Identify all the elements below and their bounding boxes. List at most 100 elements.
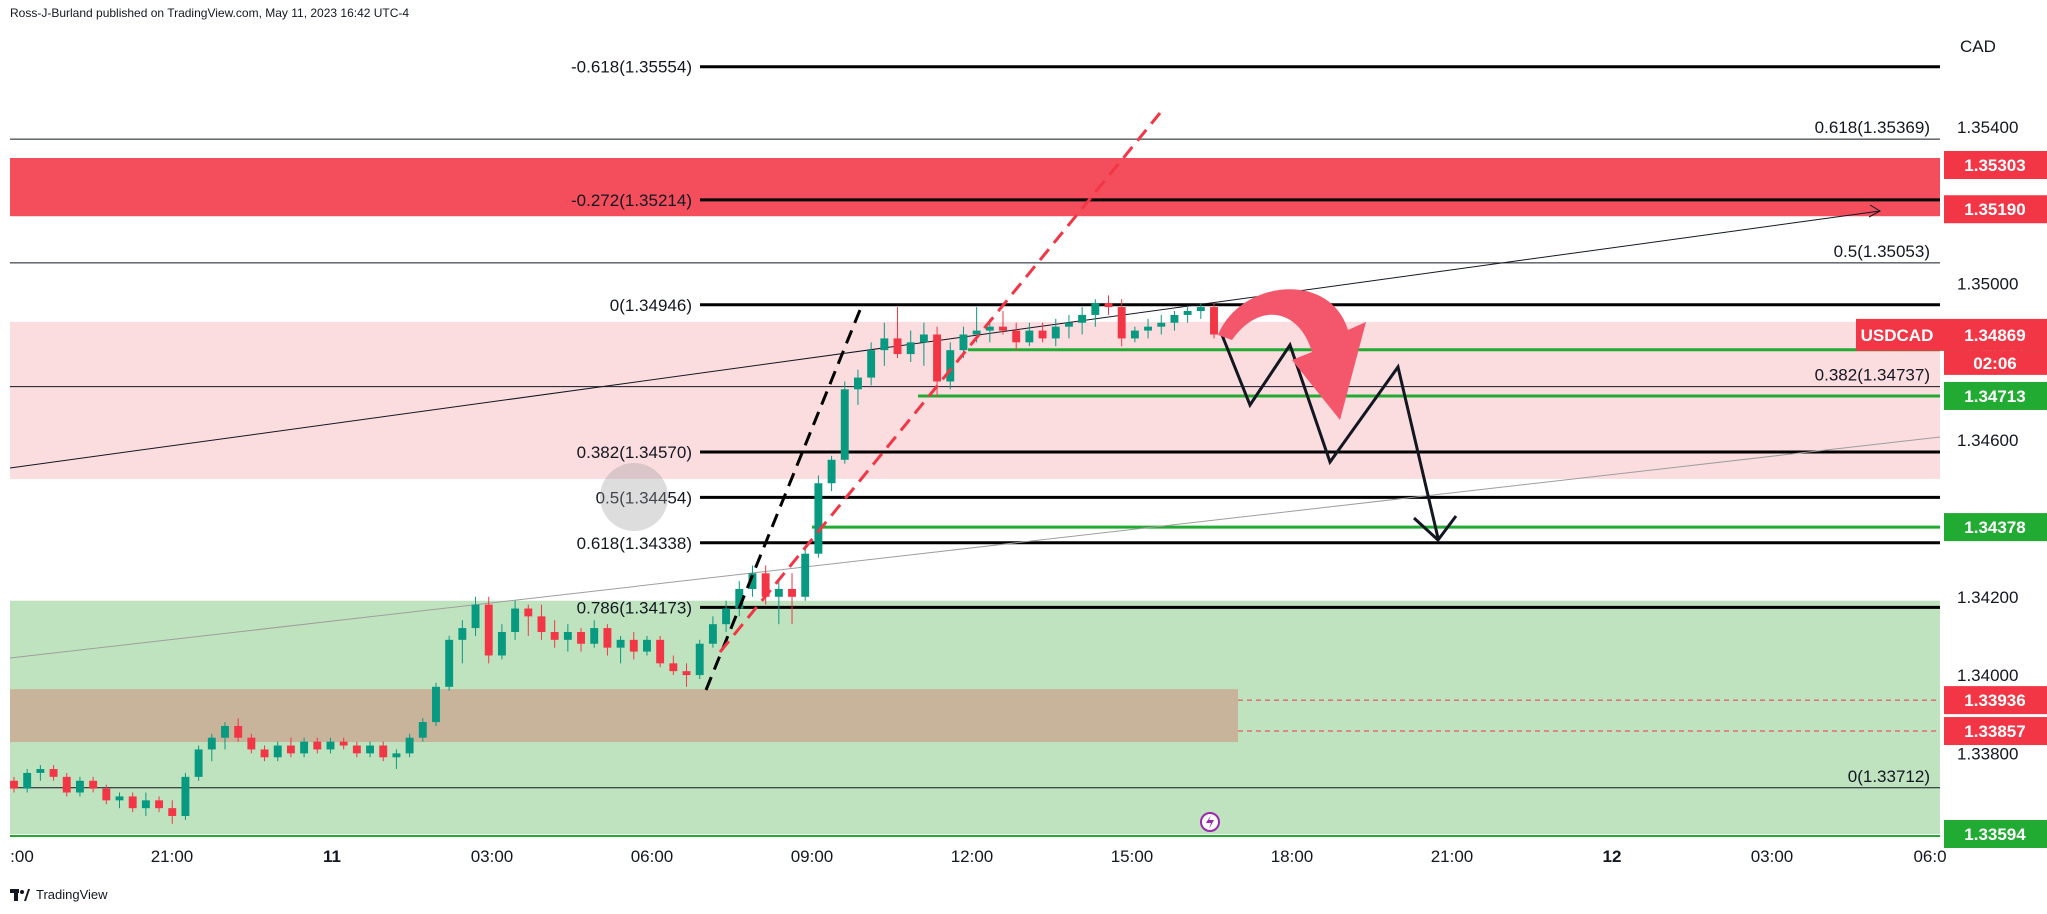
fib-left-label-2: 0(1.34946) xyxy=(610,296,692,315)
candle-body xyxy=(682,671,691,676)
candle-body xyxy=(959,334,968,351)
candle-body xyxy=(656,639,665,664)
candle-body xyxy=(722,608,731,625)
candle-body xyxy=(735,588,744,609)
candle-body xyxy=(1104,303,1113,308)
candle-body xyxy=(972,330,981,335)
candle-body xyxy=(1210,307,1218,335)
x-tick-label: 11 xyxy=(323,847,341,866)
candle-body xyxy=(379,745,388,758)
candle-body xyxy=(827,459,836,484)
candle-body xyxy=(854,377,862,390)
candle-body xyxy=(168,808,177,816)
countdown-label: 02:06 xyxy=(1973,354,2016,373)
fib-right-label-3: 0(1.33712) xyxy=(1848,767,1930,786)
candle-body xyxy=(788,588,796,597)
candle-body xyxy=(1038,330,1047,339)
candle-body xyxy=(273,745,282,758)
candle-body xyxy=(774,588,783,597)
fib-left-label-5: 0.618(1.34338) xyxy=(577,534,692,553)
candle-body xyxy=(1144,326,1153,331)
candle-body xyxy=(1196,307,1205,312)
price-tag xyxy=(1944,381,2047,410)
tradingview-logo-icon xyxy=(10,888,30,901)
tradingview-brand: TradingView xyxy=(10,887,108,902)
x-tick-label: :00 xyxy=(10,847,34,866)
x-tick-label: 03:00 xyxy=(471,847,514,866)
resistance-zone xyxy=(10,158,1940,217)
fib-left-label-1: -0.272(1.35214) xyxy=(571,191,692,210)
fib-right-label-1: 0.5(1.35053) xyxy=(1834,242,1930,261)
price-tag xyxy=(1944,513,2047,542)
countdown-tag xyxy=(1944,350,2047,375)
candle-body xyxy=(1064,322,1073,327)
candle-body xyxy=(801,553,810,597)
candle-body xyxy=(247,737,256,750)
candle-body xyxy=(537,616,546,633)
candle-body xyxy=(260,749,269,758)
x-tick-label: 21:00 xyxy=(151,847,194,866)
sell-zone xyxy=(10,321,1940,479)
candle-body xyxy=(985,326,994,331)
candle-body xyxy=(1157,322,1166,327)
x-tick-label: 15:00 xyxy=(1111,847,1154,866)
trendline-lower xyxy=(9,436,1941,659)
x-tick-label: 18:00 xyxy=(1271,847,1314,866)
price-tag xyxy=(1944,151,2047,179)
projection-arrowhead-icon xyxy=(1412,515,1458,543)
candle-body xyxy=(577,632,585,644)
candle-body xyxy=(23,772,32,789)
candle-body xyxy=(89,780,98,789)
candle-body xyxy=(643,639,651,652)
candle-body xyxy=(1130,330,1139,339)
candle-body xyxy=(708,624,717,644)
candle-body xyxy=(207,737,216,750)
x-tick-label: 03:00 xyxy=(1751,847,1794,866)
candle-body xyxy=(234,725,243,738)
price-tag-label: 1.33936 xyxy=(1964,691,2025,710)
fib-left-label-3: 0.382(1.34570) xyxy=(577,443,692,462)
candle-body xyxy=(1078,314,1087,323)
price-tag-label: 1.33594 xyxy=(1964,825,2026,844)
candle-body xyxy=(629,639,638,652)
projection-path xyxy=(1220,334,1440,539)
candle-body xyxy=(893,338,902,355)
candle-body xyxy=(49,769,58,777)
candle-body xyxy=(392,753,401,758)
candle-body xyxy=(445,639,454,687)
candle-body xyxy=(300,741,309,754)
candle-body xyxy=(497,632,506,656)
candle-body xyxy=(563,632,572,640)
candle-body xyxy=(1170,314,1179,323)
publisher-header: Ross-J-Burland published on TradingView.… xyxy=(10,6,410,20)
y-tick-label: 1.35400 xyxy=(1957,118,2018,137)
candle-body xyxy=(999,326,1007,331)
curved-down-arrow-icon xyxy=(1218,289,1366,420)
candle-body xyxy=(484,604,493,656)
candle-body xyxy=(616,639,625,648)
last-price-label: 1.34869 xyxy=(1964,326,2025,345)
trendline-upper xyxy=(9,210,1881,469)
x-tick-label: 12 xyxy=(1603,847,1622,866)
candle-body xyxy=(115,796,124,801)
candle-body xyxy=(352,745,361,754)
candle-body xyxy=(418,722,427,738)
candle-body xyxy=(1091,303,1100,315)
candle-body xyxy=(75,780,84,793)
y-tick-label: 1.33800 xyxy=(1957,744,2018,763)
last-price-tag xyxy=(1856,318,2047,351)
x-tick-label: 06:0 xyxy=(1913,847,1946,866)
fib-left-label-6: 0.786(1.34173) xyxy=(577,598,692,617)
tradingview-brand-text: TradingView xyxy=(36,887,108,902)
fib-left-label-4: 0.5(1.34454) xyxy=(596,488,692,507)
candle-body xyxy=(933,334,942,382)
price-tag xyxy=(1944,820,2047,848)
candle-body xyxy=(194,749,203,777)
highlight-circle xyxy=(600,463,668,531)
price-tag xyxy=(1944,717,2047,746)
y-tick-label: 1.35000 xyxy=(1957,275,2018,294)
candle-body xyxy=(511,608,520,633)
symbol-label: USDCAD xyxy=(1861,326,1934,345)
candle-body xyxy=(1025,330,1034,343)
